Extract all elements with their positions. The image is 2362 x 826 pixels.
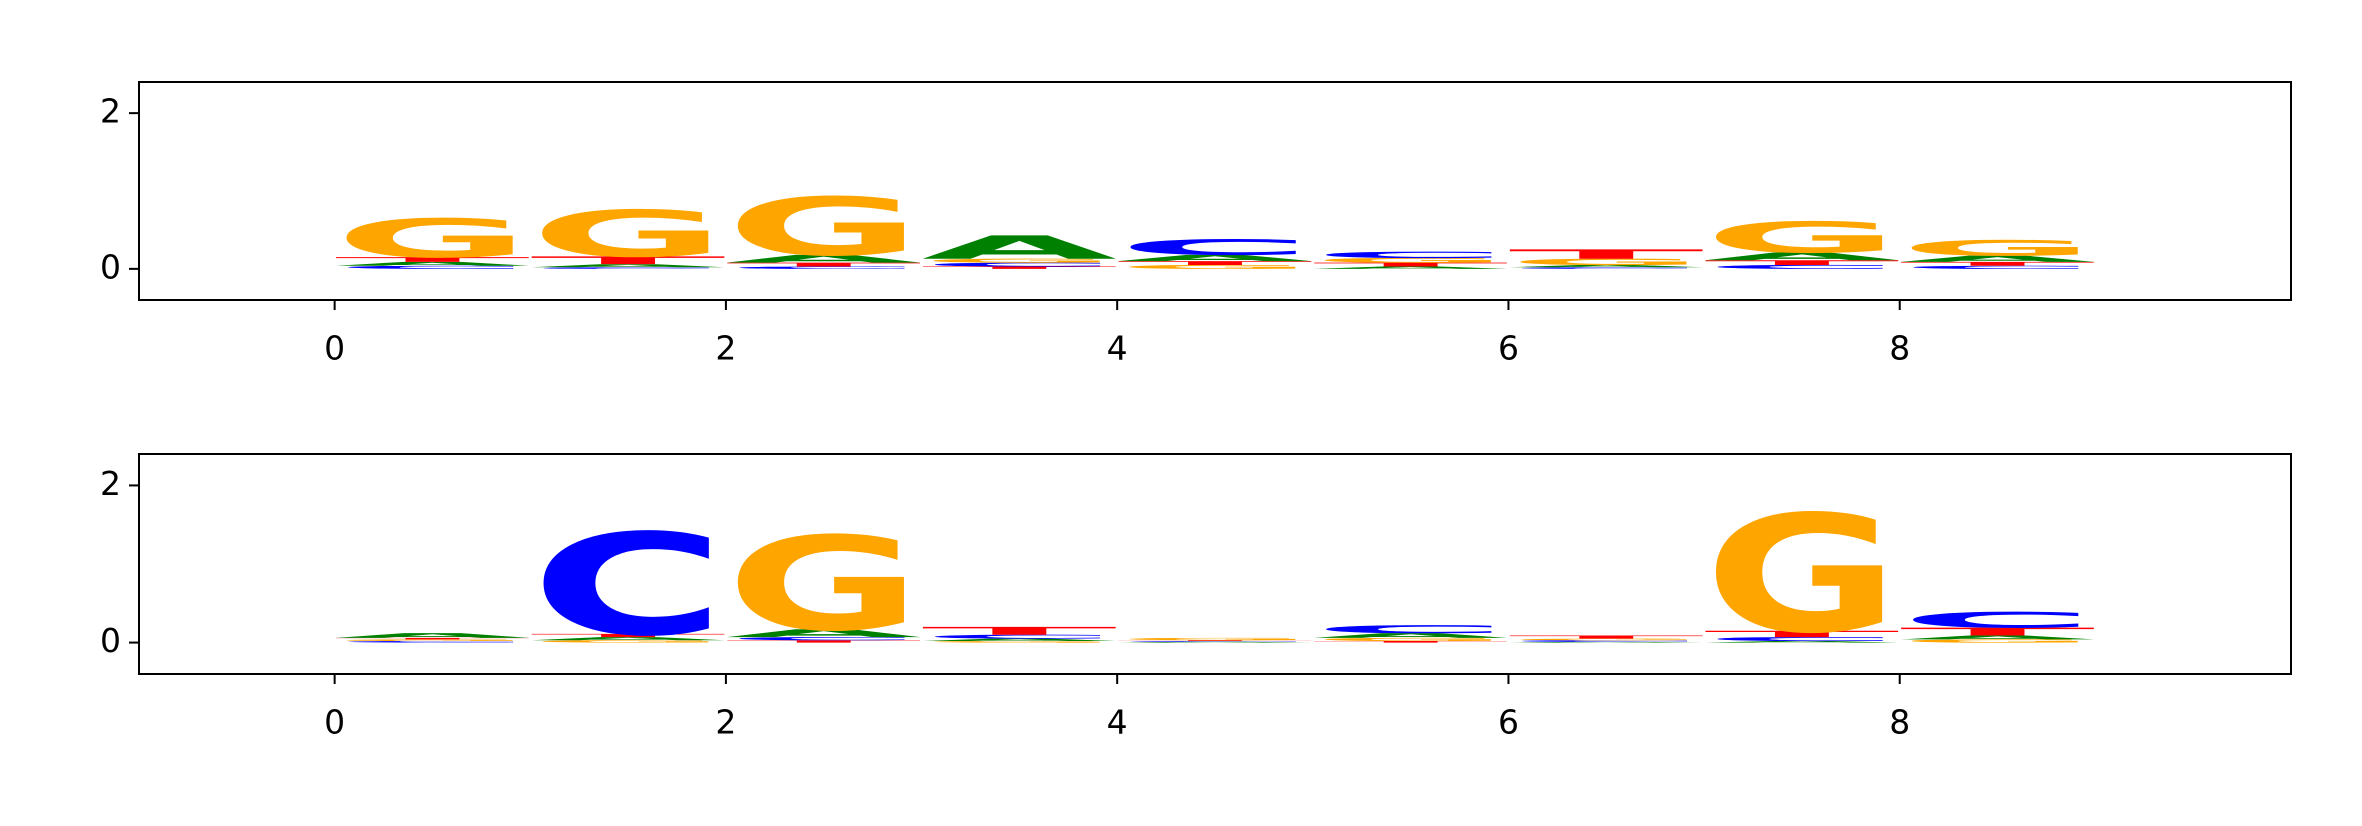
logo-letter: C <box>1117 641 1313 642</box>
axes-frame <box>138 453 2292 675</box>
logo-letter: C <box>1704 636 1900 642</box>
logo-letter: A <box>1508 642 1704 643</box>
logo-letter: T <box>1117 260 1313 266</box>
logo-letter: G <box>335 208 531 270</box>
logo-letter: G <box>530 640 726 644</box>
logo-letter: G <box>1704 213 1900 263</box>
x-tick-label: 2 <box>715 329 736 368</box>
logo-letter: T <box>1117 640 1313 641</box>
logo-letter: C <box>335 265 531 270</box>
logo-letter: A <box>1900 254 2096 264</box>
logo-letter: A <box>1704 641 1900 644</box>
logo-letter: A <box>1313 632 1509 640</box>
logo-letter: T <box>1508 635 1704 640</box>
x-tick-label: 6 <box>1498 329 1519 368</box>
logo-letter: A <box>530 636 726 641</box>
logo-letter: A <box>726 253 922 265</box>
logo-letter: A <box>922 229 1118 266</box>
logo-letter: C <box>1117 235 1313 260</box>
logo-letter: T <box>922 625 1118 638</box>
logo-letter: T <box>1508 247 1704 262</box>
x-tick-label: 6 <box>1498 703 1519 742</box>
logo-letter: T <box>335 256 531 263</box>
logo-letter: G <box>1704 482 1900 670</box>
logo-letter: C <box>1508 640 1704 643</box>
logo-letter: T <box>1704 629 1900 639</box>
logo-letter: G <box>1117 637 1313 641</box>
x-tick-label: 8 <box>1889 329 1910 368</box>
logo-letter: C <box>726 636 922 641</box>
y-tick-label: 0 <box>100 621 121 660</box>
logo-letter: C <box>1900 608 2096 633</box>
logo-letter: C <box>726 266 922 270</box>
logo-letter: T <box>1900 626 2096 639</box>
logo-letter: C <box>1704 264 1900 270</box>
logo-letter: C <box>1900 265 2096 270</box>
logo-letter: T <box>726 262 922 268</box>
logo-letter: T <box>1313 262 1509 268</box>
logo-letter: G <box>1117 264 1313 270</box>
logo-letter: G <box>726 510 922 660</box>
logo-letter: C <box>1313 623 1509 635</box>
logo-letter: T <box>530 254 726 266</box>
logo-letter: A <box>1900 634 2096 640</box>
x-tick-label: 4 <box>1107 703 1128 742</box>
x-tick-label: 0 <box>324 329 345 368</box>
logo-letter: A <box>1117 253 1313 263</box>
logo-letter: A <box>1704 250 1900 262</box>
logo-letter: G <box>1313 637 1509 642</box>
logo-letter: T <box>335 637 531 640</box>
logo-letter: G <box>1900 236 2096 261</box>
logo-letter: C <box>1313 250 1509 260</box>
y-tick-label: 2 <box>100 464 121 503</box>
logo-letter: A <box>1117 642 1313 643</box>
logo-letter: T <box>1313 641 1509 644</box>
x-tick-label: 0 <box>324 703 345 742</box>
logo-letter: T <box>726 640 922 644</box>
logo-letter: A <box>530 263 726 268</box>
logo-letter: T <box>1900 261 2096 267</box>
logo-letter: A <box>1508 264 1704 268</box>
x-tick-label: 8 <box>1889 703 1910 742</box>
logo-letter: G <box>922 641 1118 644</box>
logo-letter: G <box>1508 638 1704 641</box>
logo-letter: G <box>1900 639 2096 644</box>
logo-letter: C <box>530 267 726 269</box>
x-tick-label: 4 <box>1107 329 1128 368</box>
logo-letter: G <box>530 197 726 271</box>
logo-letter: A <box>1313 266 1509 270</box>
logo-letter: C <box>335 641 531 644</box>
logo-letter: G <box>726 181 922 274</box>
logo-letter: A <box>922 638 1118 642</box>
logo-letter: A <box>335 632 531 640</box>
logo-letter: T <box>530 633 726 638</box>
y-tick-label: 2 <box>100 92 121 131</box>
logo-letter: G <box>1508 257 1704 267</box>
logo-letter: C <box>1508 267 1704 269</box>
logo-letter: C <box>922 262 1118 268</box>
axes-frame <box>138 81 2292 301</box>
logo-letter: A <box>726 627 922 640</box>
y-tick-label: 0 <box>100 247 121 286</box>
logo-letter: C <box>530 504 726 667</box>
logo-letter: T <box>1704 259 1900 266</box>
logo-letter: C <box>922 634 1118 640</box>
logo-letter: A <box>335 261 531 267</box>
logo-letter: G <box>922 258 1118 264</box>
logo-letter: T <box>922 266 1118 270</box>
logo-letter: G <box>1313 257 1509 264</box>
x-tick-label: 2 <box>715 703 736 742</box>
logo-letter: G <box>335 639 531 642</box>
